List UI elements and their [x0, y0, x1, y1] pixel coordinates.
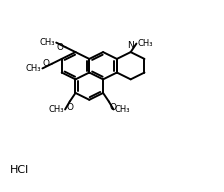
Text: O: O [43, 59, 50, 68]
Text: CH₃: CH₃ [26, 64, 41, 73]
Text: CH₃: CH₃ [137, 39, 153, 47]
Text: O: O [110, 103, 117, 112]
Text: O: O [57, 43, 64, 52]
Text: N: N [127, 41, 134, 50]
Text: O: O [66, 103, 73, 112]
Text: CH₃: CH₃ [40, 38, 55, 47]
Text: HCl: HCl [10, 166, 30, 175]
Text: CH₃: CH₃ [115, 105, 130, 114]
Text: CH₃: CH₃ [48, 105, 64, 114]
